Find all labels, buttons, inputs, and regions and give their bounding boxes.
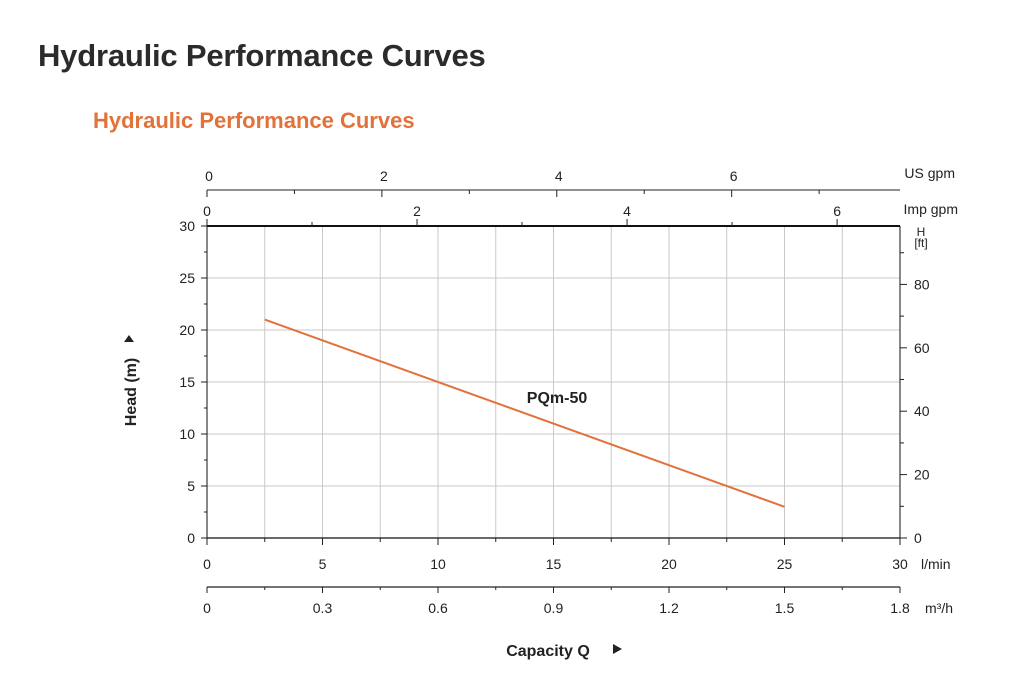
imp-gpm-unit-label: Imp gpm: [904, 201, 958, 217]
imp-gpm-tick-label: 0: [203, 203, 211, 219]
x-tick-label: 5: [319, 556, 327, 572]
us-gpm-tick-label: 2: [380, 168, 388, 184]
imp-gpm-tick-label: 6: [833, 203, 841, 219]
ft-tick-label: 80: [914, 276, 930, 292]
x-tick-label: 0: [203, 556, 211, 572]
ft-tick-label: 40: [914, 403, 930, 419]
ft-tick-label: 60: [914, 340, 930, 356]
page-title: Hydraulic Performance Curves: [38, 38, 486, 73]
m3h-tick-label: 0.3: [313, 600, 333, 616]
y-tick-label: 15: [179, 374, 195, 390]
y-tick-label: 0: [187, 530, 195, 546]
us-gpm-tick-label: 6: [730, 168, 738, 184]
y-tick-label: 5: [187, 478, 195, 494]
x-tick-label: 20: [661, 556, 677, 572]
imp-gpm-tick-label: 4: [623, 203, 631, 219]
x-axis-title: Capacity Q: [506, 643, 590, 660]
y-axis-arrow-icon: [124, 335, 134, 342]
us-gpm-unit-label: US gpm: [904, 165, 955, 181]
x-tick-label: 30: [892, 556, 908, 572]
x-axis-arrow-icon: [613, 644, 622, 654]
x-tick-label: 25: [777, 556, 793, 572]
y-tick-label: 10: [179, 426, 195, 442]
m3h-tick-label: 1.8: [890, 600, 910, 616]
us-gpm-tick-label: 0: [205, 168, 213, 184]
m3h-tick-label: 0: [203, 600, 211, 616]
ft-axis-title: H: [917, 225, 926, 239]
m3h-tick-label: 1.2: [659, 600, 679, 616]
x-unit-label: l/min: [921, 556, 951, 572]
m3h-tick-label: 1.5: [775, 600, 795, 616]
m3h-unit-label: m³/h: [925, 600, 953, 616]
series-label: PQm-50: [527, 390, 588, 407]
section-title: Hydraulic Performance Curves: [93, 108, 415, 133]
y-tick-label: 30: [179, 218, 195, 234]
m3h-tick-label: 0.6: [428, 600, 448, 616]
y-tick-label: 20: [179, 322, 195, 338]
x-tick-label: 10: [430, 556, 446, 572]
x-tick-label: 15: [546, 556, 562, 572]
series-line-pqm-50: [264, 318, 785, 508]
us-gpm-tick-label: 4: [555, 168, 563, 184]
ft-tick-label: 20: [914, 467, 930, 483]
ft-tick-label: 0: [914, 530, 922, 546]
imp-gpm-tick-label: 2: [413, 203, 421, 219]
y-axis-title: Head (m): [123, 358, 140, 426]
y-tick-label: 25: [179, 270, 195, 286]
m3h-tick-label: 0.9: [544, 600, 564, 616]
ft-axis-unit: [ft]: [914, 236, 927, 250]
